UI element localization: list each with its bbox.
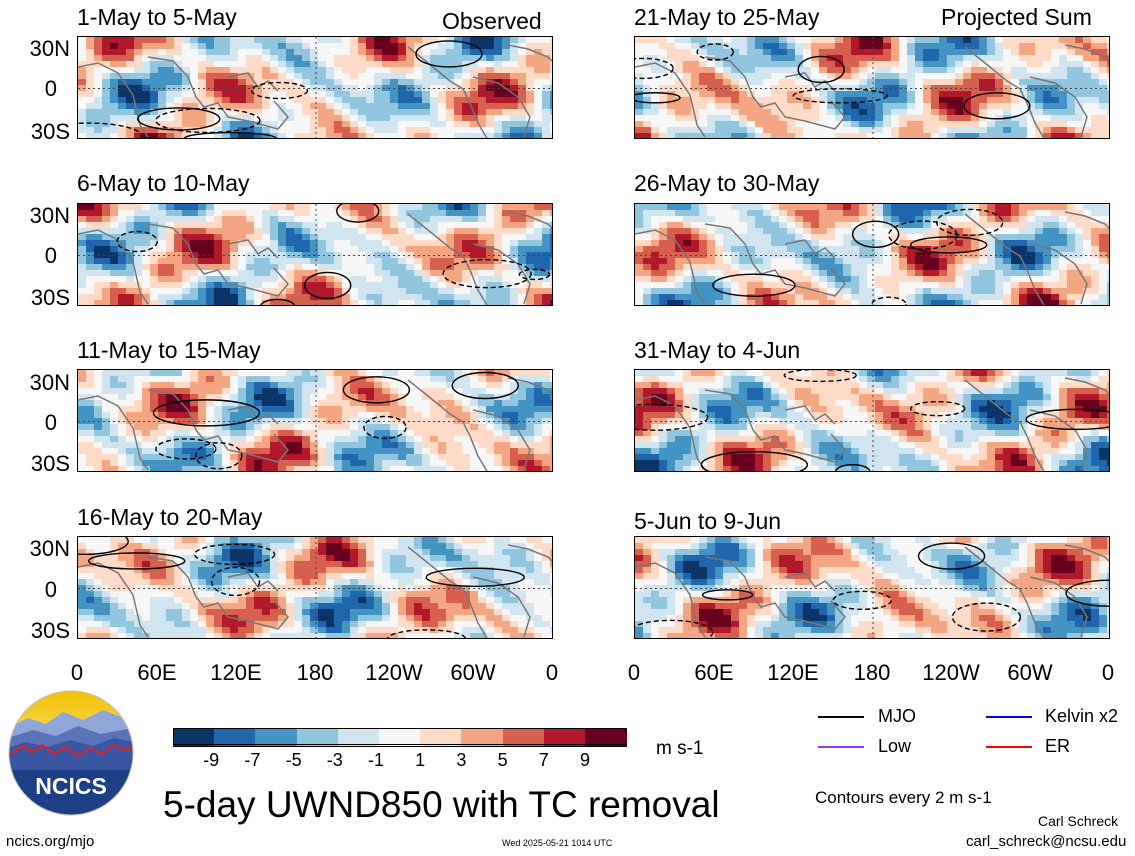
panel-title-3: 11-May to 15-May [77, 337, 261, 363]
colorbar-tick-label: 5 [497, 750, 508, 770]
colorbar-unit: m s-1 [656, 738, 704, 759]
lon-label: 180 [296, 660, 334, 685]
lon-label: 0 [627, 660, 641, 685]
lon-label: 180 [853, 660, 891, 685]
lon-label: 0 [545, 660, 559, 685]
colorbar-tick-label: -1 [367, 750, 384, 770]
map-panel-11-may-15-may [77, 369, 553, 472]
panel-title-6: 26-May to 30-May [634, 170, 820, 196]
author: Carl Schreck [1038, 813, 1119, 829]
lon-label: 60W [450, 660, 496, 685]
colorbar-tick-label: 1 [415, 750, 426, 770]
lon-label: 0 [1101, 660, 1115, 685]
lon-label: 120E [767, 660, 819, 685]
lat-30s: 30S [30, 618, 70, 643]
lon-label: 60E [137, 660, 177, 685]
panel-title-2: 6-May to 10-May [77, 170, 250, 196]
lat-30s: 30S [30, 451, 70, 476]
legend-line-mjo [818, 716, 864, 718]
lat-30n: 30N [29, 536, 70, 561]
panel-title-4: 16-May to 20-May [77, 504, 263, 530]
map-panel-31-may-4-jun [634, 369, 1110, 472]
logo-text: NCICS [35, 773, 107, 799]
lat-30s: 30S [30, 119, 70, 144]
anomaly-field [635, 537, 1109, 638]
email-link[interactable]: carl_schreck@ncsu.edu [966, 833, 1127, 850]
colorbar-tick-label: 7 [538, 750, 549, 770]
map-panel-21-may-25-may [634, 36, 1110, 139]
lat-0: 0 [44, 577, 57, 602]
legend-label-er: ER [1045, 736, 1071, 756]
lon-label: 120W [922, 660, 980, 685]
legend-line-kelvin [986, 716, 1032, 718]
anomaly-field [78, 537, 552, 638]
anomaly-field [78, 370, 552, 471]
legend-label-kelvin: Kelvin x2 [1045, 706, 1119, 726]
lat-30n: 30N [29, 36, 70, 61]
lat-30n: 30N [29, 203, 70, 228]
legend-label-mjo: MJO [878, 706, 916, 726]
main-title: 5-day UWND850 with TC removal [163, 784, 720, 825]
legend-line-er [986, 746, 1032, 748]
lon-label: 60W [1007, 660, 1053, 685]
anomaly-field [78, 204, 552, 305]
lon-label: 60E [694, 660, 734, 685]
map-panel-1-may-5-may [77, 36, 553, 139]
website-link[interactable]: ncics.org/mjo [6, 833, 95, 850]
legend-line-low [818, 746, 864, 748]
colorbar-frame [173, 728, 627, 745]
observed-tag: Observed [442, 8, 542, 34]
colorbar-tick-label: 3 [456, 750, 467, 770]
panel-title-7: 31-May to 4-Jun [634, 337, 801, 363]
anomaly-field [635, 204, 1109, 305]
colorbar-tick-label: -9 [203, 750, 220, 770]
lon-label: 120W [365, 660, 423, 685]
colorbar-tick-label: -5 [285, 750, 302, 770]
anomaly-field [635, 370, 1109, 471]
legend-label-low: Low [878, 736, 912, 756]
panel-title-5: 21-May to 25-May [634, 4, 820, 30]
map-panel-6-may-10-may [77, 203, 553, 306]
contours-note: Contours every 2 m s-1 [815, 788, 992, 807]
lat-30n: 30N [29, 370, 70, 395]
lon-label: 120E [210, 660, 262, 685]
colorbar-tick-label: -7 [244, 750, 261, 770]
anomaly-field [635, 37, 1109, 138]
lat-0: 0 [44, 243, 57, 268]
map-panel-16-may-20-may [77, 536, 553, 639]
timestamp: Wed 2025-05-21 1014 UTC [502, 838, 613, 848]
colorbar-tick-label: 9 [579, 750, 590, 770]
lat-0: 0 [44, 410, 57, 435]
panel-title-1: 1-May to 5-May [77, 4, 237, 30]
lat-0: 0 [44, 76, 57, 101]
map-panel-26-may-30-may [634, 203, 1110, 306]
projected-tag: Projected Sum [941, 4, 1092, 30]
anomaly-field [78, 37, 552, 138]
panel-title-8: 5-Jun to 9-Jun [634, 508, 782, 534]
ncics-logo[interactable]: NCICS [8, 690, 134, 816]
lat-30s: 30S [30, 285, 70, 310]
colorbar-tick-label: -3 [326, 750, 343, 770]
map-panel-5-jun-9-jun [634, 536, 1110, 639]
lon-label: 0 [70, 660, 84, 685]
